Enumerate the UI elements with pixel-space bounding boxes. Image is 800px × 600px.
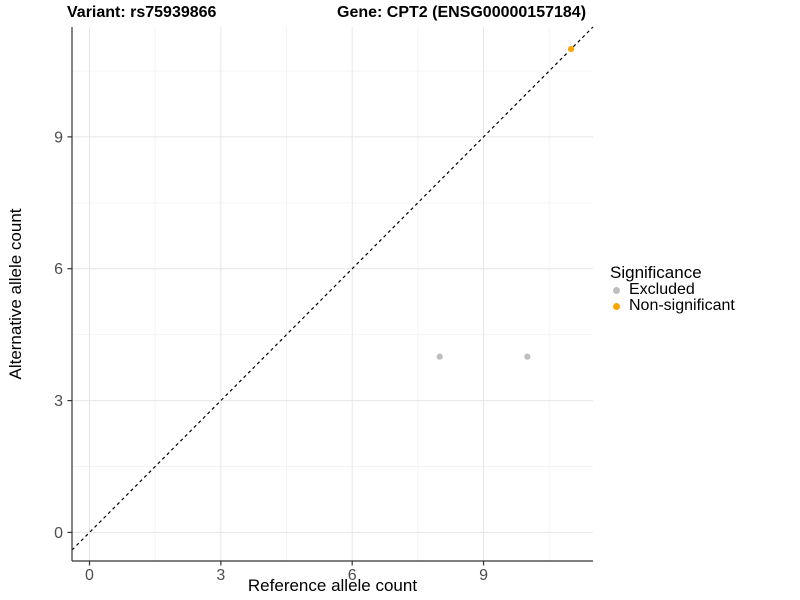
y-tick-label: 6	[54, 261, 63, 278]
data-point-non-significant	[568, 45, 575, 53]
x-tick-label: 0	[85, 567, 94, 584]
legend-title: Significance	[610, 263, 702, 282]
legend-item-excluded: Excluded	[610, 282, 735, 298]
legend-item-non-significant: Non-significant	[610, 298, 735, 314]
legend-item-label: Excluded	[629, 281, 695, 298]
data-point-excluded	[436, 353, 443, 360]
variant-title: Variant: rs75939866	[67, 4, 217, 21]
y-tick-label: 3	[54, 393, 63, 410]
gene-title: Gene: CPT2 (ENSG00000157184)	[337, 4, 587, 21]
data-point-excluded	[524, 353, 531, 360]
legend: Significance Excluded Non-significant	[610, 263, 735, 314]
x-tick-label: 3	[216, 567, 225, 584]
y-tick-label: 0	[54, 525, 63, 542]
x-axis-title: Reference allele count	[247, 576, 418, 595]
x-tick-label: 9	[479, 567, 488, 584]
x-tick-label: 6	[348, 567, 357, 584]
non-significant-dot-icon	[613, 302, 620, 310]
legend-item-label: Non-significant	[629, 297, 735, 314]
excluded-dot-icon	[613, 286, 620, 294]
y-axis-title: Alternative allele count	[6, 208, 25, 380]
y-tick-label: 9	[54, 129, 63, 146]
identity-line	[71, 26, 594, 551]
